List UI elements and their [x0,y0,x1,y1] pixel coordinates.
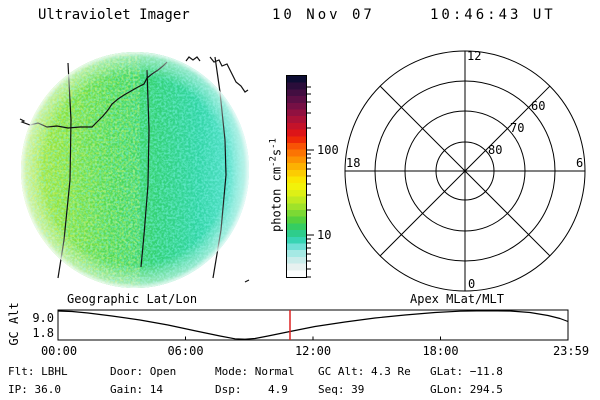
colorbar-gradient [286,75,307,278]
status-gain: Gain: 14 [110,383,163,396]
lat-label-80: 80 [488,143,502,157]
status-dsp: Dsp: 4.9 [215,383,288,396]
header-time: 10:46:43 UT [430,7,556,23]
xtick-1800: 18:00 [422,344,459,358]
coastline-fragment-1 [185,56,201,62]
colorbar-ticks [307,86,314,278]
status-seq: Seq: 39 [318,383,365,396]
coastline-fragment-2 [209,56,249,93]
polar-plot: 12 18 6 0 60 70 80 [344,49,586,292]
lat-label-70: 70 [510,121,524,135]
coastline-fragment-3 [244,279,250,283]
status-gcalt: GC Alt: 4.3 Re [318,365,411,378]
status-door: Door: Open [110,365,177,378]
unit-exp-1: -2 [268,156,279,167]
lat-label-60: 60 [531,99,545,113]
colorbar-unit-label: photon cm-2s-1 [269,138,284,232]
status-glon: GLon: 294.5 [430,383,503,396]
xtick-2359: 23:59 [552,344,590,358]
polar-caption: Apex MLat/MLT [410,292,504,306]
status-glat: GLat: −11.8 [430,365,503,378]
status-ip: IP: 36.0 [8,383,61,396]
polar-diagonal-2 [379,85,551,257]
status-flt: Flt: LBHL [8,365,68,378]
colorbar-tick-label-10: 10 [317,228,332,242]
mlt-label-18: 18 [346,156,360,170]
header-date: 10 Nov 07 [272,7,375,23]
mlt-label-12: 12 [467,49,481,63]
timeline-panel [57,309,569,341]
colorbar-tick-label-100: 100 [317,143,339,157]
xtick-1200: 12:00 [294,344,332,358]
ytick-1-8: 1.8 [32,326,54,340]
earth-limb-rim [21,52,249,288]
ytick-9-0: 9.0 [32,311,54,325]
unit-exp-2: -1 [268,138,279,149]
altitude-curve [57,310,569,340]
unit-mid: s [269,148,284,157]
xtick-0600: 06:00 [167,344,204,358]
status-mode: Mode: Normal [215,365,295,378]
earth-caption: Geographic Lat/Lon [67,292,198,306]
page-title: Ultraviolet Imager [38,7,190,23]
unit-prefix: photon cm [269,166,284,232]
xtick-0000: 00:00 [40,344,78,358]
mlt-label-6: 6 [576,156,583,170]
mlt-label-0: 0 [468,277,475,291]
timeline-axis-ticks [185,336,441,340]
earth-image [19,52,250,288]
timeline-frame [57,309,569,341]
